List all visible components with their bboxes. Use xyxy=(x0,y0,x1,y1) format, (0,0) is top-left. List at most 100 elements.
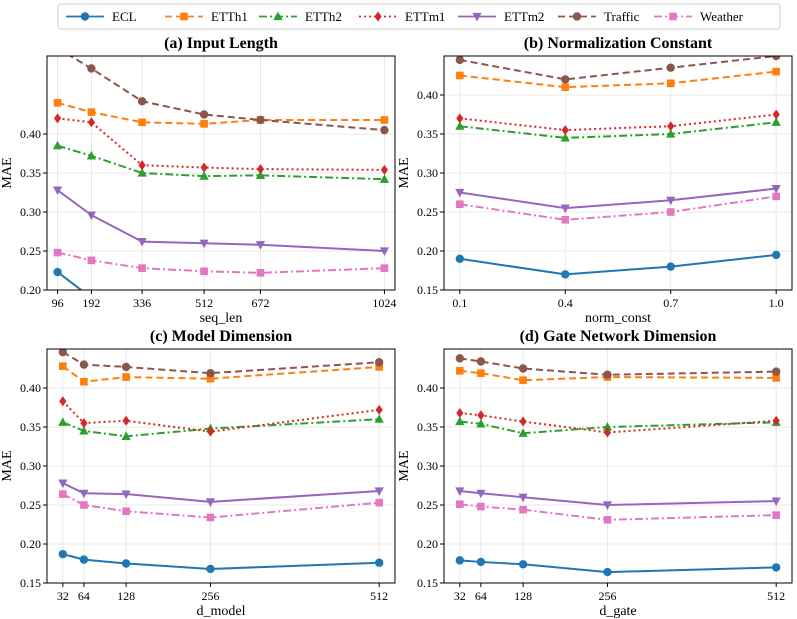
data-point-etth1 xyxy=(772,374,780,382)
data-point-traffic xyxy=(666,63,675,72)
series-line-ettm1 xyxy=(459,411,777,434)
data-point-ettm1 xyxy=(375,404,383,415)
series-line-weather xyxy=(62,493,380,519)
data-point-traffic xyxy=(79,360,89,369)
x-tick-label: 512 xyxy=(370,589,388,603)
y-tick-label: 0.20 xyxy=(417,244,438,258)
y-tick-label: 0.35 xyxy=(20,166,41,180)
series-line-traffic xyxy=(459,357,777,376)
legend-label-ecl: ECL xyxy=(112,9,137,24)
series-line-etth2 xyxy=(459,121,777,139)
chart-title: (c) Model Dimension xyxy=(150,328,292,345)
data-point-traffic xyxy=(455,56,465,65)
data-point-traffic xyxy=(380,125,389,135)
series-group xyxy=(455,56,781,279)
data-point-etth2 xyxy=(137,168,147,177)
data-point-ettm1 xyxy=(772,415,780,426)
series-line-etth2 xyxy=(57,144,385,181)
x-tick-label: 256 xyxy=(201,589,219,603)
data-point-weather xyxy=(87,256,96,265)
data-point-weather xyxy=(456,200,464,208)
x-axis-label: d_gate xyxy=(599,604,636,619)
y-tick-label: 0.20 xyxy=(20,537,41,551)
series-line-etth1 xyxy=(57,101,385,125)
series-line-weather xyxy=(57,251,385,274)
legend-marker-etth1 xyxy=(180,12,188,21)
data-point-traffic xyxy=(771,56,781,61)
legend-marker-traffic xyxy=(572,12,582,21)
x-tick-label: 336 xyxy=(133,296,151,310)
data-point-ettm2 xyxy=(379,247,390,256)
legend: ECL ETTh1 ETTh2 ETTm1 ETTm2 Traffic Weather xyxy=(57,3,781,30)
data-point-etth1 xyxy=(122,373,130,381)
data-point-etth2 xyxy=(602,422,613,431)
x-tick-label: 0.7 xyxy=(663,296,678,310)
data-point-etth1 xyxy=(200,120,208,128)
data-point-etth1 xyxy=(477,369,485,377)
data-point-etth2 xyxy=(121,431,131,440)
data-point-etth2 xyxy=(476,418,486,428)
data-point-etth1 xyxy=(380,116,389,124)
chart-panel-2: 0.15 0.20 0.25 0.30 0.35 0.40 0.1 0.4 0.7 1.0 (b) … xyxy=(397,35,793,326)
data-point-weather xyxy=(380,264,389,272)
legend-marker-ecl xyxy=(80,12,90,21)
y-tick-label: 0.15 xyxy=(417,576,438,590)
series-group xyxy=(58,349,384,574)
chart-panel-1: 0.20 0.25 0.30 0.35 0.40 96 192 336 512 672 1024 (a… xyxy=(0,35,396,326)
series-group xyxy=(455,354,781,577)
series-line-ecl xyxy=(459,253,777,276)
chart-title: (b) Normalization Constant xyxy=(524,35,713,52)
y-axis-label: MAE xyxy=(0,157,15,188)
x-tick-label: 32 xyxy=(454,589,466,603)
data-point-ettm2 xyxy=(79,489,89,499)
series-line-ettm2 xyxy=(56,189,385,252)
data-point-ettm2 xyxy=(771,497,781,507)
data-point-etth1 xyxy=(206,374,215,383)
data-point-etth2 xyxy=(771,117,781,126)
series-line-etth1 xyxy=(459,70,777,89)
data-point-ecl xyxy=(58,549,68,559)
x-tick-label: 1024 xyxy=(372,296,396,310)
data-point-ettm2 xyxy=(666,196,676,206)
data-point-traffic xyxy=(53,44,61,52)
chart-panel-4: 0.15 0.20 0.25 0.30 0.35 0.40 32 64 128 256 512 (d)… xyxy=(397,328,793,619)
data-point-etth2 xyxy=(518,428,528,437)
data-point-traffic xyxy=(87,64,96,73)
x-tick-label: 96 xyxy=(52,296,64,310)
x-tick-label: 512 xyxy=(195,296,213,310)
y-tick-label: 0.30 xyxy=(417,166,438,180)
data-point-ettm1 xyxy=(200,162,208,173)
series-line-weather xyxy=(459,195,777,221)
x-tick-label: 0.1 xyxy=(452,296,467,310)
legend-label-traffic: Traffic xyxy=(604,9,640,24)
data-point-ecl xyxy=(666,262,675,271)
data-point-ecl xyxy=(79,555,89,564)
y-tick-label: 0.40 xyxy=(20,127,41,141)
data-point-etth1 xyxy=(59,362,67,370)
data-point-ettm2 xyxy=(205,498,216,507)
x-axis-label: norm_const xyxy=(585,311,651,326)
data-point-ettm1 xyxy=(80,418,88,429)
data-point-ettm2 xyxy=(771,185,781,194)
data-point-ettm2 xyxy=(86,211,96,221)
x-tick-label: 672 xyxy=(251,296,269,310)
data-point-ettm2 xyxy=(602,501,613,510)
data-point-traffic xyxy=(603,370,612,379)
legend-label-etth2: ETTh2 xyxy=(305,9,342,24)
data-point-weather xyxy=(122,507,130,516)
data-point-ettm1 xyxy=(772,109,780,120)
data-point-weather xyxy=(772,511,780,519)
data-point-ecl xyxy=(771,563,781,572)
series-line-etth1 xyxy=(62,365,380,383)
y-tick-label: 0.15 xyxy=(20,576,41,590)
data-point-ettm1 xyxy=(53,113,62,124)
y-tick-label: 0.15 xyxy=(417,283,438,297)
data-point-weather xyxy=(80,501,88,509)
chart-panels: 0.20 0.25 0.30 0.35 0.40 96 192 336 512 672 1024 (a… xyxy=(0,35,793,619)
y-tick-label: 0.30 xyxy=(20,205,41,219)
data-point-etth2 xyxy=(560,132,570,142)
data-point-ettm1 xyxy=(138,160,146,171)
y-tick-label: 0.25 xyxy=(20,498,41,512)
data-point-ettm1 xyxy=(603,427,612,438)
